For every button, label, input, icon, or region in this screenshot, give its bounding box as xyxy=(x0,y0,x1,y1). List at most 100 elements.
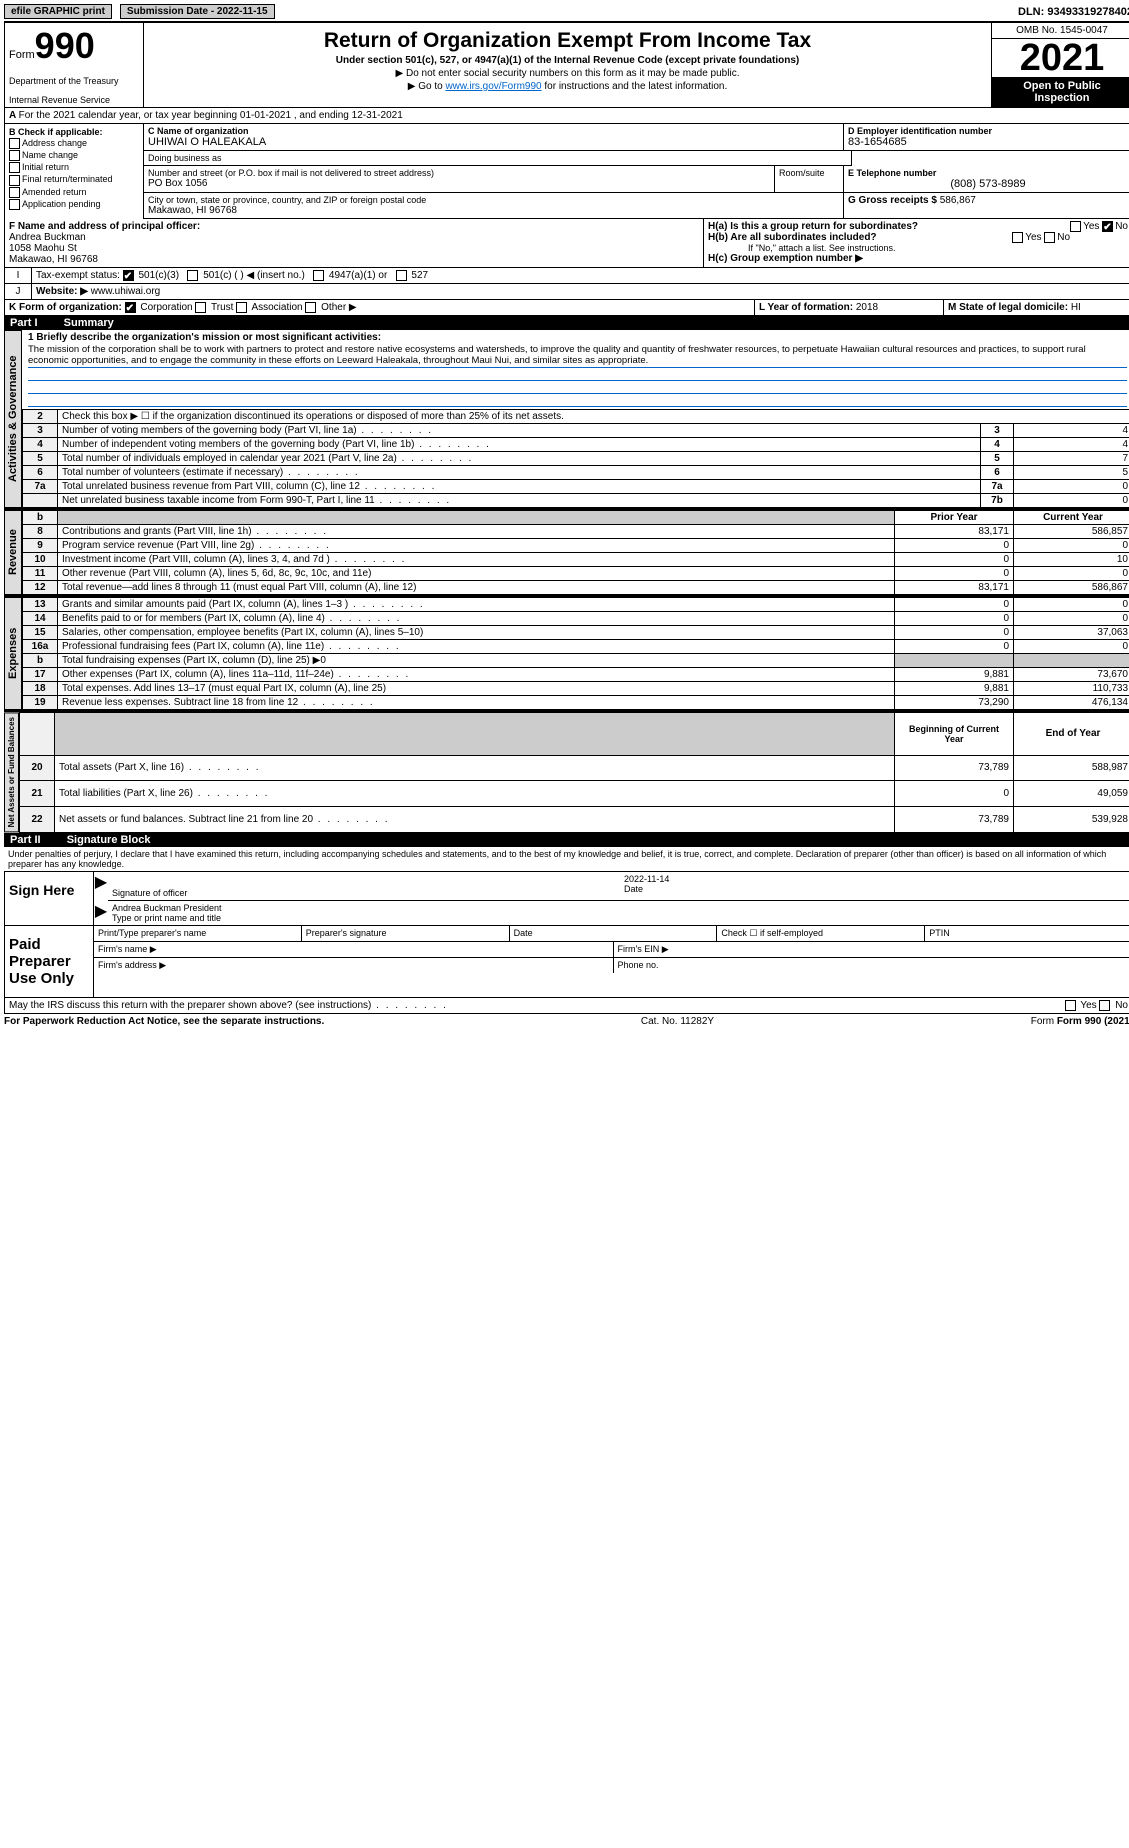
form-footer-label: Form xyxy=(1031,1016,1057,1027)
g-gross-label: G Gross receipts $ xyxy=(848,195,937,206)
gross-receipts: 586,867 xyxy=(940,195,976,206)
city-label: City or town, state or province, country… xyxy=(148,195,839,205)
website: www.uhiwai.org xyxy=(91,286,160,297)
line-j: Website: ▶ www.uhiwai.org xyxy=(32,284,1129,300)
paid-preparer-label: Paid Preparer Use Only xyxy=(5,926,94,997)
d-ein-label: D Employer identification number xyxy=(848,126,1128,136)
form-title: Return of Organization Exempt From Incom… xyxy=(148,29,987,53)
arrow-icon: ▶ xyxy=(94,901,108,925)
sig-officer-cell: Signature of officer xyxy=(108,872,620,901)
sign-here-label: Sign Here xyxy=(5,872,94,925)
irs-label: Internal Revenue Service xyxy=(9,95,139,105)
discuss-no[interactable] xyxy=(1099,1000,1110,1011)
firm-name-cell: Firm's name ▶ xyxy=(94,942,614,958)
goto-line: ▶ Go to www.irs.gov/Form990 for instruct… xyxy=(148,81,987,92)
vert-expenses: Expenses xyxy=(4,597,22,710)
governance-table: 2Check this box ▶ ☐ if the organization … xyxy=(22,409,1129,508)
h-a: H(a) Is this a group return for subordin… xyxy=(708,221,1128,232)
dba-label: Doing business as xyxy=(148,153,847,163)
pp-sig-cell: Preparer's signature xyxy=(302,926,510,942)
discuss-yes[interactable] xyxy=(1065,1000,1076,1011)
mission-blank2 xyxy=(28,381,1127,394)
paid-preparer-block: Paid Preparer Use Only Print/Type prepar… xyxy=(4,926,1129,998)
arrow-icon: ▶ xyxy=(94,872,108,901)
sig-declaration: Under penalties of perjury, I declare th… xyxy=(4,847,1129,871)
vert-net-assets: Net Assets or Fund Balances xyxy=(4,712,19,832)
cb-4947[interactable] xyxy=(313,270,324,281)
top-bar: efile GRAPHIC print Submission Date - 20… xyxy=(4,4,1129,22)
ha-yes[interactable] xyxy=(1070,221,1081,232)
e-phone-label: E Telephone number xyxy=(848,168,1128,178)
mission-blank3 xyxy=(28,394,1127,407)
org-name: UHIWAI O HALEAKALA xyxy=(148,136,839,148)
net-assets-table: Beginning of Current YearEnd of Year 20T… xyxy=(19,712,1129,832)
typed-name-cell: Andrea Buckman President Type or print n… xyxy=(108,901,1129,925)
room-suite-label: Room/suite xyxy=(779,168,839,178)
pp-name-cell: Print/Type preparer's name xyxy=(94,926,302,942)
cb-501c[interactable] xyxy=(187,270,198,281)
f-label: F Name and address of principal officer: xyxy=(9,221,699,232)
pp-date-cell: Date xyxy=(510,926,718,942)
form-number: Form990 xyxy=(9,25,139,67)
cb-other[interactable] xyxy=(305,302,316,313)
mission-q: 1 Briefly describe the organization's mi… xyxy=(28,332,1127,343)
cb-address-change[interactable] xyxy=(9,138,20,149)
vert-revenue: Revenue xyxy=(4,510,22,595)
mission-blank1 xyxy=(28,368,1127,381)
street-address: PO Box 1056 xyxy=(148,178,770,189)
street-label: Number and street (or P.O. box if mail i… xyxy=(148,168,770,178)
sig-date-cell: 2022-11-14 Date xyxy=(620,872,1129,901)
form-subtitle: Under section 501(c), 527, or 4947(a)(1)… xyxy=(148,55,987,66)
cb-name-change[interactable] xyxy=(9,150,20,161)
efile-button[interactable]: efile GRAPHIC print xyxy=(4,4,112,19)
officer-addr2: Makawao, HI 96768 xyxy=(9,254,699,265)
cb-trust[interactable] xyxy=(195,302,206,313)
firm-addr-cell: Firm's address ▶ xyxy=(94,958,614,973)
col-b-checkboxes: B Check if applicable: Address change Na… xyxy=(5,124,144,219)
dept-treasury: Department of the Treasury xyxy=(9,76,139,86)
open-to-public: Open to Public Inspection xyxy=(992,77,1129,107)
dln: DLN: 93493319278402 xyxy=(1018,6,1129,18)
vert-activities: Activities & Governance xyxy=(4,330,22,508)
cb-527[interactable] xyxy=(396,270,407,281)
cb-association[interactable] xyxy=(236,302,247,313)
telephone: (808) 573-8989 xyxy=(848,178,1128,190)
ptin-cell: PTIN xyxy=(925,926,1129,942)
line-l: L Year of formation: 2018 xyxy=(755,300,944,316)
expenses-table: 13Grants and similar amounts paid (Part … xyxy=(22,597,1129,710)
cb-corporation[interactable]: ✔ xyxy=(125,302,136,313)
ssn-warning: ▶ Do not enter social security numbers o… xyxy=(148,68,987,79)
revenue-table: bPrior YearCurrent Year 8Contributions a… xyxy=(22,510,1129,595)
part-ii-header: Part II Signature Block xyxy=(4,833,1129,847)
cb-initial-return[interactable] xyxy=(9,162,20,173)
line-a: A For the 2021 calendar year, or tax yea… xyxy=(4,108,1129,124)
line-i: Tax-exempt status: ✔ 501(c)(3) 501(c) ( … xyxy=(32,268,1129,284)
sign-here-block: Sign Here ▶ Signature of officer 2022-11… xyxy=(4,871,1129,926)
submission-date-button[interactable]: Submission Date - 2022-11-15 xyxy=(120,4,275,19)
line-k: K Form of organization: ✔ Corporation Tr… xyxy=(5,300,755,316)
officer-addr1: 1058 Maohu St xyxy=(9,243,699,254)
hb-no[interactable] xyxy=(1044,232,1055,243)
discuss-line: May the IRS discuss this return with the… xyxy=(4,998,1129,1014)
ha-no[interactable]: ✔ xyxy=(1102,221,1113,232)
h-b-note: If "No," attach a list. See instructions… xyxy=(708,243,1128,253)
pp-check-cell: Check ☐ if self-employed xyxy=(717,926,925,942)
mission-text: The mission of the corporation shall be … xyxy=(28,343,1127,368)
form-header: Form990 Department of the Treasury Inter… xyxy=(4,22,1129,108)
cb-application-pending[interactable] xyxy=(9,199,20,210)
city-line: Makawao, HI 96768 xyxy=(148,205,839,216)
h-b: H(b) Are all subordinates included? Yes … xyxy=(708,232,1128,243)
c-name-label: C Name of organization xyxy=(148,126,839,136)
irs-link[interactable]: www.irs.gov/Form990 xyxy=(445,81,541,92)
page-footer: For Paperwork Reduction Act Notice, see … xyxy=(4,1014,1129,1029)
tax-year: 2021 xyxy=(992,39,1129,77)
ein: 83-1654685 xyxy=(848,136,1128,148)
part-i-header: Part I Summary xyxy=(4,316,1129,330)
cb-final-return[interactable] xyxy=(9,175,20,186)
phone-cell: Phone no. xyxy=(614,958,1129,973)
cb-amended-return[interactable] xyxy=(9,187,20,198)
cb-501c3[interactable]: ✔ xyxy=(123,270,134,281)
line-m: M State of legal domicile: HI xyxy=(944,300,1129,316)
firm-ein-cell: Firm's EIN ▶ xyxy=(614,942,1129,958)
hb-yes[interactable] xyxy=(1012,232,1023,243)
